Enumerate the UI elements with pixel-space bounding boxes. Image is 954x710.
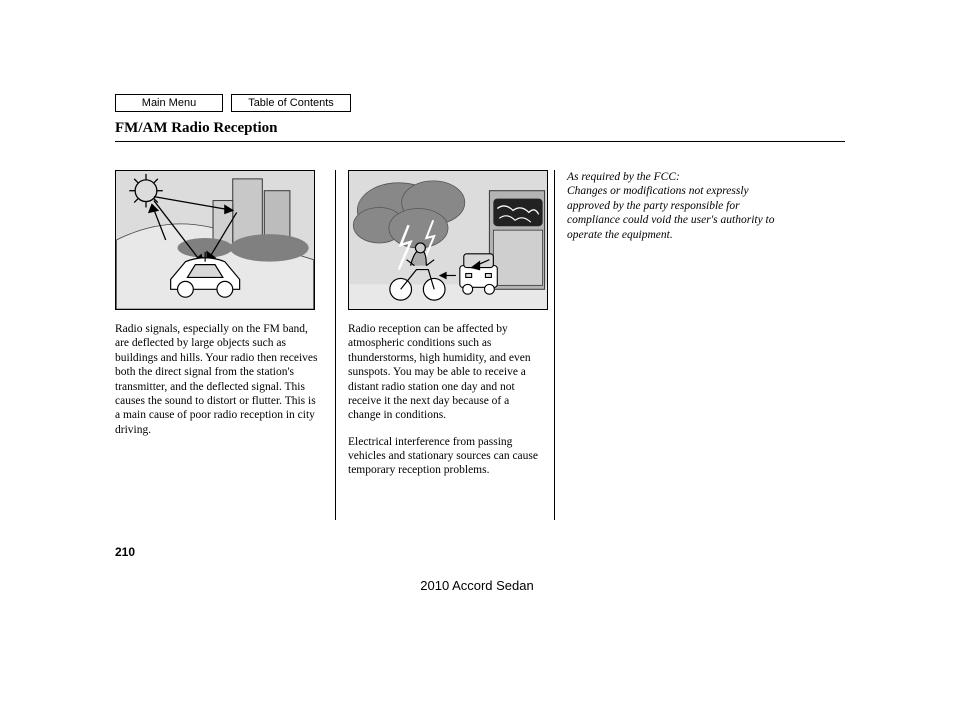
page-title: FM/AM Radio Reception <box>115 120 845 142</box>
column-2-paragraph-2: Electrical interference from passing veh… <box>348 435 542 478</box>
nav-row: Main Menu Table of Contents <box>115 94 845 112</box>
table-of-contents-button[interactable]: Table of Contents <box>231 94 351 112</box>
column-2: Radio reception can be affected by atmos… <box>335 170 555 520</box>
fcc-body: Changes or modifications not expressly a… <box>567 184 775 242</box>
signal-deflection-illustration <box>115 170 315 310</box>
manual-page: Main Menu Table of Contents FM/AM Radio … <box>115 94 845 520</box>
column-1: Radio signals, especially on the FM band… <box>115 170 335 520</box>
column-2-paragraph-1: Radio reception can be affected by atmos… <box>348 322 542 423</box>
atmospheric-interference-illustration <box>348 170 548 310</box>
page-number: 210 <box>115 545 135 559</box>
model-year-line: 2010 Accord Sedan <box>0 578 954 593</box>
column-3: As required by the FCC: Changes or modif… <box>555 170 775 520</box>
main-menu-button[interactable]: Main Menu <box>115 94 223 112</box>
column-1-paragraph: Radio signals, especially on the FM band… <box>115 322 323 437</box>
fcc-heading: As required by the FCC: <box>567 170 775 184</box>
content-columns: Radio signals, especially on the FM band… <box>115 170 845 520</box>
